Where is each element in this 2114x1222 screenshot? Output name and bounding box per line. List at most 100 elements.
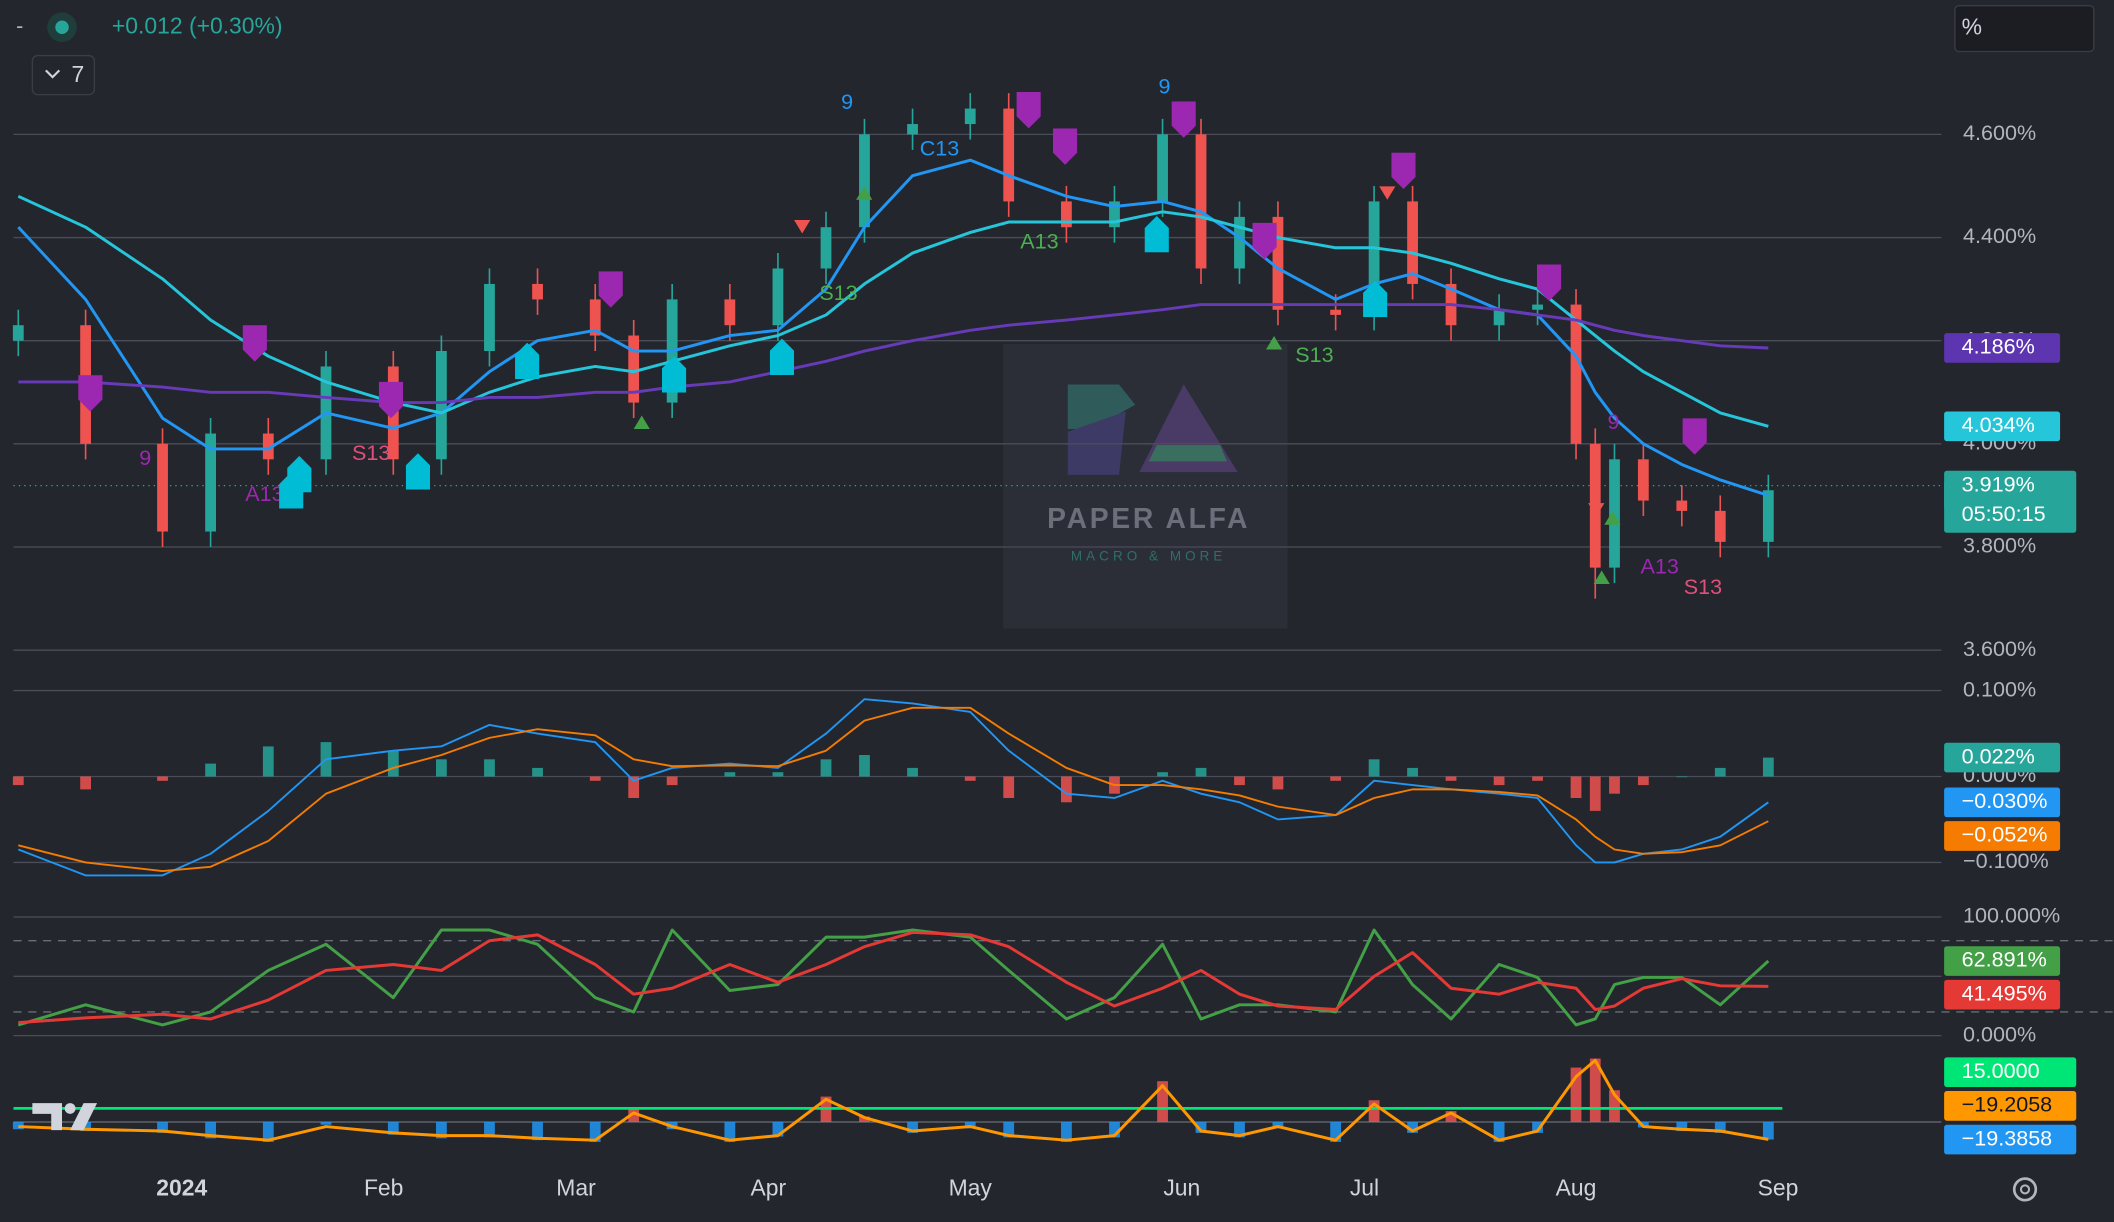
histogram-bar [1234, 1121, 1245, 1138]
collapse-button-box[interactable] [31, 54, 96, 96]
down-triangle [1379, 186, 1396, 200]
histogram-bar [772, 772, 784, 777]
percent-scale-button[interactable]: % [1954, 4, 2095, 53]
candle-body [205, 433, 216, 532]
histogram-bar [1532, 776, 1543, 781]
logo-part [32, 1103, 63, 1131]
price-badge [1944, 1057, 2077, 1087]
histogram-bar [589, 1121, 601, 1142]
candle-body [1234, 216, 1245, 269]
signal-annotation: A13 [1641, 553, 1679, 578]
gear-icon[interactable] [2012, 1177, 2038, 1202]
histogram-bar [1762, 1121, 1774, 1140]
histogram-bar [435, 1121, 447, 1139]
y-tick-label: 100.000% [1963, 903, 2060, 928]
candle-body [1493, 309, 1505, 326]
percent-button-label: % [1962, 14, 1982, 40]
candle-body [1609, 459, 1620, 568]
watermark: PAPER ALFA MACRO & MORE [1003, 344, 1288, 629]
candle-body [532, 283, 543, 300]
histogram-bar [1061, 1121, 1072, 1142]
x-tick-label: Jul [1350, 1174, 1379, 1200]
histogram-bar [964, 776, 976, 781]
price-badge-label: −19.2058 [1962, 1092, 2053, 1117]
x-tick-label: Jun [1163, 1174, 1200, 1200]
price-badge-label: 4.034% [1962, 412, 2035, 437]
candle-body [907, 124, 918, 135]
histogram-bar [1445, 776, 1457, 781]
y-tick-label: 3.800% [1963, 533, 2036, 558]
candle-body [1714, 510, 1726, 542]
down-triangle [1588, 503, 1605, 517]
price-badge [1944, 742, 2061, 773]
y-tick-label: −0.100% [1963, 848, 2049, 873]
settings-button[interactable] [2012, 1177, 2038, 1202]
x-tick-label: Mar [556, 1174, 596, 1200]
candle-body [484, 283, 495, 351]
percent-button-box[interactable] [1954, 4, 2095, 53]
watermark-logo [1067, 411, 1126, 475]
histogram-bar [1589, 776, 1601, 811]
series-line [18, 303, 1769, 405]
up-triangle [1265, 335, 1283, 350]
signal-annotation: C13 [920, 136, 960, 161]
histogram-bar [1061, 776, 1072, 803]
histogram-bar [1407, 1121, 1418, 1133]
histogram-bar [484, 1121, 495, 1138]
histogram-bar [484, 759, 495, 777]
histogram-bar [12, 776, 24, 786]
collapse-button[interactable]: 7 [31, 54, 96, 96]
watermark-subtitle: MACRO & MORE [1071, 549, 1227, 564]
candle-body [1407, 201, 1418, 284]
logo-part [64, 1103, 76, 1114]
histogram-bar [1109, 1121, 1120, 1138]
price-badge [1944, 411, 2061, 442]
histogram-bar [320, 1121, 332, 1125]
up-triangle [1593, 570, 1610, 585]
series-line [18, 706, 1769, 873]
price-badge-label: −0.030% [1962, 788, 2048, 813]
histogram-bar [157, 776, 168, 781]
histogram-bar [1407, 767, 1418, 777]
x-tick-label: Aug [1556, 1174, 1597, 1200]
status-dot [55, 20, 69, 34]
histogram-bar [1368, 759, 1380, 777]
histogram-bar [1330, 1121, 1342, 1142]
gear-center [2019, 1184, 2031, 1195]
x-tick-label: Feb [364, 1174, 403, 1200]
histogram-bar [1157, 772, 1168, 777]
histogram-bar [1676, 1121, 1688, 1132]
candle-body [1272, 216, 1284, 310]
histogram-bar [435, 759, 447, 777]
histogram-bar [1609, 1090, 1620, 1122]
countdown-label: 05:50:15 [1962, 501, 2046, 526]
watermark-box [1003, 344, 1288, 629]
histogram-bar [1003, 1121, 1015, 1138]
histogram-bar [1714, 1121, 1726, 1133]
header-dash: - [16, 13, 23, 38]
histogram-bar [205, 763, 216, 777]
candle-body [1570, 304, 1582, 444]
price-badge [1944, 787, 2061, 818]
y-tick-label: 0.100% [1963, 676, 2036, 701]
candle-body [589, 299, 601, 336]
up-triangle [633, 415, 650, 429]
candle-body [628, 335, 640, 403]
histogram-bar [262, 746, 274, 777]
watermark-title: PAPER ALFA [1047, 502, 1250, 534]
signal-annotation: S13 [352, 440, 390, 465]
histogram-bar [724, 1121, 736, 1142]
histogram-bar [1272, 776, 1284, 790]
candle-body [1195, 134, 1207, 269]
histogram-bar [907, 1121, 918, 1133]
price-badge-label: −19.3858 [1962, 1125, 2053, 1150]
histogram-bar [1493, 776, 1505, 786]
indicator-count: 7 [71, 61, 84, 87]
histogram-bar [1003, 776, 1015, 798]
histogram-bar [859, 1116, 870, 1122]
price-badge-label: 0.022% [1962, 743, 2035, 768]
series-line [17, 698, 1769, 877]
y-tick-label: 4.400% [1963, 223, 2036, 248]
signal-annotation: S13 [1295, 342, 1333, 367]
